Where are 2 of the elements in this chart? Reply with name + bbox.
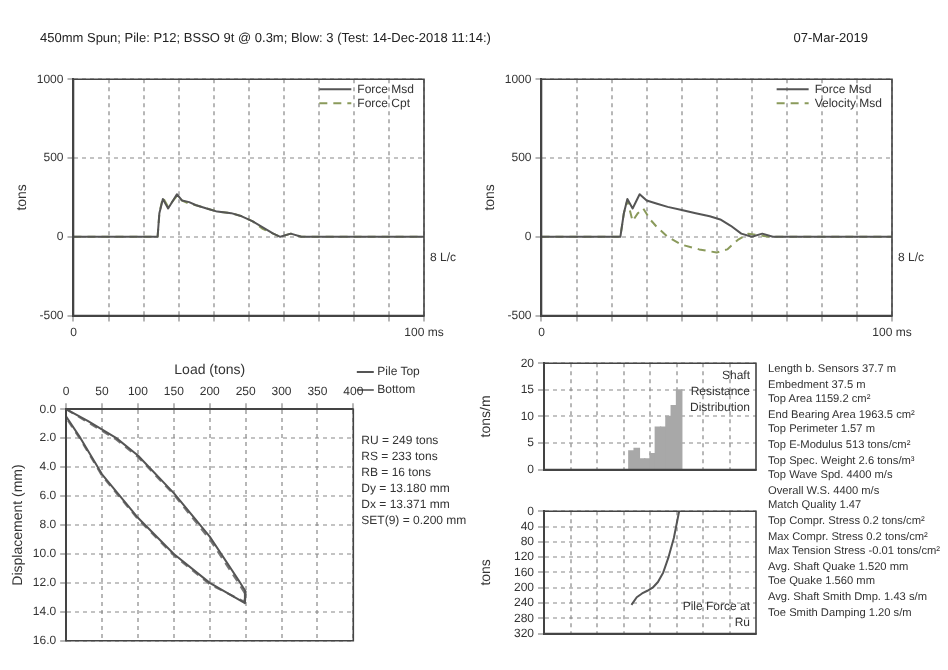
bar — [675, 389, 683, 470]
bar — [633, 447, 641, 470]
